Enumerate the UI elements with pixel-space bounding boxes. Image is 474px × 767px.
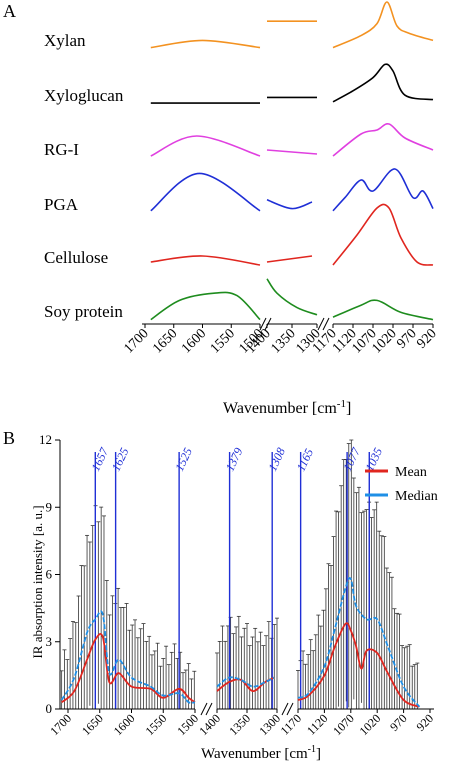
a-tick-label-920: 920 <box>414 326 439 351</box>
peak-label-1308: 1308 <box>265 446 288 474</box>
b-tick-label-1550: 1550 <box>143 711 170 738</box>
b-axis-break-1b <box>205 702 213 716</box>
b-ytick-label-0: 0 <box>46 701 53 716</box>
a-tick-label-1550: 1550 <box>208 326 238 356</box>
spectrum-soy-seg3 <box>332 299 434 321</box>
peak-label-1625: 1625 <box>109 446 132 474</box>
peak-label-1165: 1165 <box>294 446 316 473</box>
a-axis-break-1b <box>264 317 272 331</box>
spectrum-xyloglucan-seg3 <box>332 63 434 103</box>
series-mean-seg1 <box>61 633 196 704</box>
peak-label-1657: 1657 <box>88 445 111 474</box>
peak-label-1077: 1077 <box>340 445 363 474</box>
sample-name-cellulose: Cellulose <box>44 248 108 267</box>
b-tick-label-1300: 1300 <box>256 711 283 738</box>
legend-mean-label: Mean <box>395 465 427 480</box>
spectrum-pga-seg1 <box>150 172 261 212</box>
a-axis-break-2b <box>322 317 330 331</box>
legend: Mean Median <box>365 465 438 504</box>
sample-name-xyloglucan: Xyloglucan <box>44 86 124 105</box>
spectrum-soy-seg2 <box>266 278 318 316</box>
spectrum-cellulose-seg1 <box>150 255 261 266</box>
b-ytick-label-3: 3 <box>46 634 53 649</box>
b-tick-label-1170: 1170 <box>278 711 305 738</box>
b-tick-label-920: 920 <box>413 711 436 734</box>
sample-name-soy-protein: Soy protein <box>44 302 123 321</box>
b-ytick-label-9: 9 <box>46 499 53 514</box>
b-axis-break-1a <box>200 702 208 716</box>
spectrum-rg1-seg3 <box>332 123 434 157</box>
b-tick-label-1600: 1600 <box>111 711 138 738</box>
sample-name-xylan: Xylan <box>44 31 86 50</box>
spectrum-xylan-seg3 <box>332 1 434 49</box>
series-median-seg1 <box>60 610 196 704</box>
b-tick-label-1350: 1350 <box>226 711 253 738</box>
spectrum-pga-seg3 <box>332 168 434 212</box>
panel-b-ylabel: IR absorption intensity [a. u.] <box>30 505 45 658</box>
a-tick-label-1650: 1650 <box>150 326 180 356</box>
b-tick-label-1500: 1500 <box>174 711 201 738</box>
series-mean-seg3 <box>297 622 420 708</box>
a-tick-label-1600: 1600 <box>179 326 209 356</box>
legend-median-label: Median <box>395 489 438 504</box>
peak-label-1525: 1525 <box>172 446 195 474</box>
panel-a-label: A <box>3 1 16 21</box>
panel-b-label: B <box>3 428 15 448</box>
spectrum-cellulose-seg2 <box>266 255 313 263</box>
b-tick-label-1650: 1650 <box>79 711 106 738</box>
spectrum-rg1-seg1 <box>150 135 261 157</box>
sample-name-pga: PGA <box>44 195 79 214</box>
a-axis-break-1a <box>259 317 267 331</box>
b-tick-label-1020: 1020 <box>356 711 383 738</box>
b-axis-break-2b <box>286 702 294 716</box>
b-tick-label-1400: 1400 <box>196 711 223 738</box>
sample-name-rg-i: RG-I <box>44 140 79 159</box>
peak-label-1035: 1035 <box>362 446 385 474</box>
spectrum-cellulose-seg3 <box>332 203 434 266</box>
b-ytick-label-6: 6 <box>46 567 53 582</box>
panel-b-xlabel: Wavenumber [cm-1] <box>201 744 321 762</box>
a-axis-break-2a <box>317 317 325 331</box>
peak-label-1379: 1379 <box>223 446 246 474</box>
a-tick-label-1350: 1350 <box>268 326 298 356</box>
b-tick-label-1070: 1070 <box>330 711 357 738</box>
series-mean-seg2 <box>216 676 275 692</box>
b-tick-label-1120: 1120 <box>304 711 331 738</box>
b-axis-break-2a <box>281 702 289 716</box>
b-tick-label-970: 970 <box>387 711 410 734</box>
series-median-seg3 <box>297 577 421 708</box>
panel-a-xlabel: Wavenumber [cm-1] <box>223 398 351 417</box>
a-tick-label-1700: 1700 <box>121 326 151 356</box>
spectrum-xylan-seg1 <box>150 39 261 49</box>
b-ytick-label-12: 12 <box>39 432 52 447</box>
spectrum-soy-seg1 <box>150 291 261 321</box>
spectrum-rg1-seg2 <box>266 149 318 155</box>
spectrum-pga-seg2 <box>266 199 313 210</box>
